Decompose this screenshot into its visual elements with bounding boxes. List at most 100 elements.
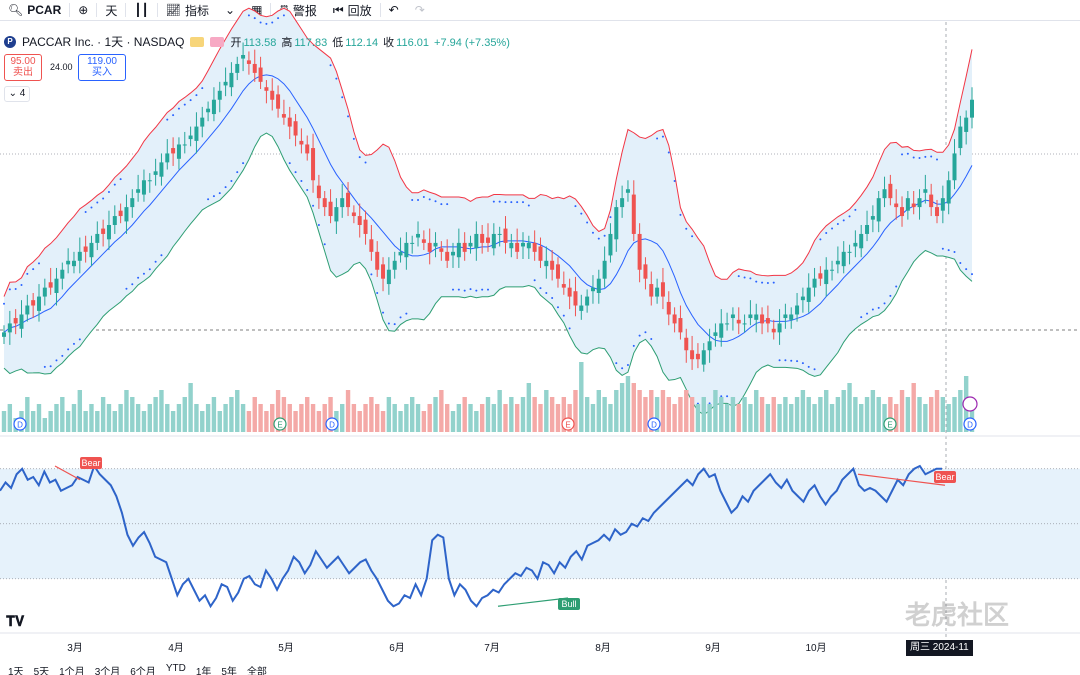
candle xyxy=(544,246,549,279)
volume-bar xyxy=(532,397,537,432)
layout-button[interactable]: ▦ xyxy=(243,0,270,20)
candle xyxy=(95,221,100,251)
candle xyxy=(287,106,292,140)
search-icon: 🔍︎ xyxy=(8,3,24,17)
divergence-label-bg xyxy=(934,471,956,483)
volume-bar xyxy=(730,397,736,432)
volume-bar xyxy=(124,390,129,432)
candle xyxy=(911,191,916,215)
candle xyxy=(625,180,630,202)
earnings-marker[interactable]: E xyxy=(273,417,287,431)
candle-body xyxy=(66,260,71,265)
sar-dot xyxy=(166,118,169,121)
candle-body xyxy=(870,216,875,220)
divider xyxy=(379,3,381,17)
sar-dot xyxy=(323,243,326,246)
dividend-marker[interactable]: D xyxy=(13,417,27,431)
sar-dot xyxy=(469,288,472,291)
volume-bar xyxy=(765,404,771,432)
chart-type-button[interactable]: ┃┃ xyxy=(126,0,156,20)
dividend-marker[interactable]: D xyxy=(963,417,977,431)
collapse-indicators-button[interactable]: ⌄ 4 xyxy=(4,86,30,102)
volume-bar xyxy=(159,390,164,432)
candle xyxy=(474,221,479,261)
sar-dot xyxy=(358,156,361,159)
candle xyxy=(357,203,362,238)
redo-button[interactable]: ↷ xyxy=(407,0,433,20)
candle-body xyxy=(690,350,695,360)
sar-dot xyxy=(527,204,530,207)
sar-dot xyxy=(55,359,58,362)
candle-body xyxy=(369,239,374,252)
range-item[interactable]: 1天 xyxy=(8,667,24,675)
divider xyxy=(69,3,71,17)
volume-bar xyxy=(258,404,263,432)
volume-bar xyxy=(684,390,689,432)
symbol-search[interactable]: 🔍︎ PCAR xyxy=(0,0,69,20)
candle xyxy=(853,230,858,258)
volume-bar xyxy=(77,390,83,432)
interval-button[interactable]: 天 xyxy=(97,0,125,20)
range-item[interactable]: 3个月 xyxy=(94,667,121,675)
divider xyxy=(125,3,127,17)
range-item[interactable]: 5年 xyxy=(221,667,237,675)
volume-bar xyxy=(246,411,252,432)
sar-dot xyxy=(376,292,379,294)
sar-dot xyxy=(615,362,618,365)
volume-bar xyxy=(526,383,532,432)
buy-button[interactable]: 119.00 买入 xyxy=(78,54,126,81)
candle-body xyxy=(112,216,117,225)
candle xyxy=(660,267,665,310)
sar-dot xyxy=(137,276,140,279)
range-item[interactable]: 全部 xyxy=(246,667,267,675)
volume-bar xyxy=(345,390,351,432)
replay-button[interactable]: ⏮︎ 回放 xyxy=(325,0,380,20)
sar-dot xyxy=(947,249,950,252)
earnings-marker[interactable]: E xyxy=(561,417,575,431)
sar-dot xyxy=(8,288,11,291)
candle-body xyxy=(695,353,700,360)
candle xyxy=(171,137,176,166)
indicators-button[interactable]: 📈︎ 指标 xyxy=(158,0,217,20)
volume-bar xyxy=(421,411,427,432)
dividend-marker[interactable]: D xyxy=(647,417,661,431)
undo-button[interactable]: ↶ xyxy=(381,0,407,20)
volume-bar xyxy=(899,390,905,432)
price-pane xyxy=(0,7,1080,640)
sar-dot xyxy=(347,115,350,118)
volume-bar xyxy=(584,397,590,432)
candle xyxy=(36,284,41,322)
range-item[interactable]: YTD xyxy=(165,663,186,674)
flag-badge-icon[interactable] xyxy=(190,36,205,47)
sell-button[interactable]: 95.00 卖出 xyxy=(4,54,42,81)
volume-bar xyxy=(934,390,940,432)
earnings-marker[interactable]: E xyxy=(883,417,897,431)
add-symbol-button[interactable]: ⊕ xyxy=(70,0,96,20)
volume-bar xyxy=(48,411,53,432)
candle-body xyxy=(171,148,176,154)
volume-bar xyxy=(853,397,858,432)
candle xyxy=(520,232,525,259)
indicators-dropdown[interactable]: ⌄ xyxy=(217,0,243,20)
range-item[interactable]: 6个月 xyxy=(130,667,156,675)
volume-bar xyxy=(118,404,123,432)
candle-body xyxy=(526,242,531,249)
dividend-marker[interactable]: D xyxy=(325,417,339,431)
candle-body xyxy=(555,264,560,279)
candle-body xyxy=(398,251,403,256)
open-value: 113.58 xyxy=(243,36,277,49)
range-item[interactable]: 5天 xyxy=(33,667,50,675)
candle xyxy=(923,174,928,204)
range-item[interactable]: 1个月 xyxy=(59,667,85,675)
candle-body xyxy=(433,242,438,247)
candle xyxy=(800,287,805,313)
flash-icon[interactable] xyxy=(962,396,978,412)
candle xyxy=(153,158,158,186)
candle-body xyxy=(835,260,840,265)
volume-bar xyxy=(911,383,916,432)
wave-badge-icon[interactable] xyxy=(210,36,225,47)
range-item[interactable]: 1年 xyxy=(195,667,212,675)
sar-dot xyxy=(801,362,804,365)
candle xyxy=(206,101,211,122)
